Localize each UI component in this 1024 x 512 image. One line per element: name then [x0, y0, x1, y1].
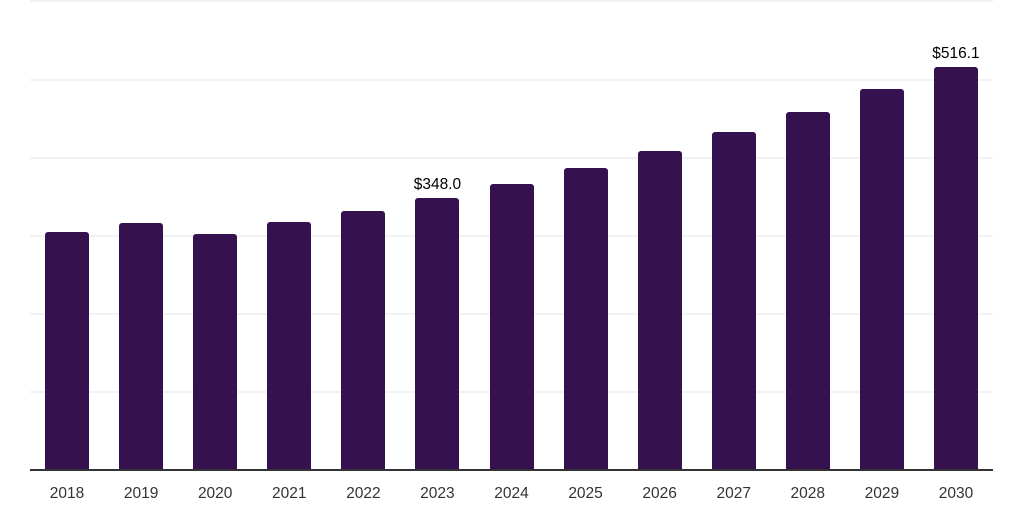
- bar-2018: [45, 231, 90, 470]
- value-label-2023: $348.0: [413, 176, 462, 194]
- bar-2027: [711, 132, 756, 470]
- bar-2025: [563, 168, 608, 470]
- bar-2021: [267, 222, 312, 470]
- bar-2029: [859, 89, 904, 470]
- gridline-500: [30, 78, 993, 81]
- x-tick-label-2020: 2020: [197, 485, 233, 502]
- gridline-400: [30, 156, 993, 159]
- x-axis-line: [30, 469, 993, 471]
- bar-2028: [785, 112, 830, 470]
- bar-2026: [637, 150, 682, 470]
- bar-2024: [489, 183, 534, 470]
- bar-2022: [341, 210, 386, 470]
- x-tick-label-2026: 2026: [642, 485, 677, 502]
- bar-2019: [119, 223, 164, 470]
- x-tick-label-2024: 2024: [494, 485, 529, 502]
- bar-2030: [933, 67, 978, 470]
- x-tick-label-2023: 2023: [420, 485, 455, 502]
- x-tick-label-2025: 2025: [568, 485, 603, 502]
- bar-2020: [193, 233, 238, 470]
- value-label-2030: $516.1: [932, 45, 980, 62]
- x-tick-label-2018: 2018: [49, 485, 85, 502]
- x-tick-label-2021: 2021: [272, 485, 307, 502]
- bar-2023: [415, 198, 460, 470]
- x-tick-label-2027: 2027: [716, 485, 751, 502]
- x-tick-label-2019: 2019: [123, 485, 159, 502]
- x-tick-label-2030: 2030: [938, 485, 974, 502]
- x-tick-label-2022: 2022: [346, 485, 381, 502]
- x-tick-label-2029: 2029: [864, 485, 900, 502]
- x-tick-label-2028: 2028: [790, 485, 826, 502]
- gridline-600: [30, 0, 993, 3]
